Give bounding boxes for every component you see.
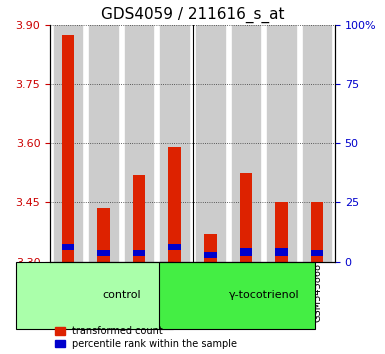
Bar	[161, 25, 189, 262]
Bar	[54, 25, 82, 262]
Bar	[311, 202, 323, 262]
FancyBboxPatch shape	[16, 262, 173, 329]
Bar	[303, 25, 331, 262]
Bar	[133, 250, 145, 256]
FancyBboxPatch shape	[159, 262, 315, 329]
Bar	[169, 244, 181, 250]
Bar	[275, 248, 288, 256]
Bar	[204, 252, 216, 258]
Bar	[267, 25, 296, 262]
Bar	[232, 25, 260, 262]
Bar	[240, 248, 252, 256]
Bar	[240, 173, 252, 262]
Bar	[97, 208, 110, 262]
Bar	[62, 244, 74, 250]
Legend: transformed count, percentile rank within the sample: transformed count, percentile rank withi…	[55, 326, 238, 349]
Bar	[125, 25, 153, 262]
Text: control: control	[102, 290, 141, 301]
Bar	[311, 250, 323, 256]
Bar	[133, 175, 145, 262]
Bar	[89, 25, 118, 262]
Bar	[196, 25, 224, 262]
Title: GDS4059 / 211616_s_at: GDS4059 / 211616_s_at	[101, 7, 284, 23]
Bar	[97, 250, 110, 256]
Bar	[62, 35, 74, 262]
Text: γ-tocotrienol: γ-tocotrienol	[228, 290, 299, 301]
Bar	[275, 202, 288, 262]
Bar	[169, 147, 181, 262]
Bar	[204, 234, 216, 262]
